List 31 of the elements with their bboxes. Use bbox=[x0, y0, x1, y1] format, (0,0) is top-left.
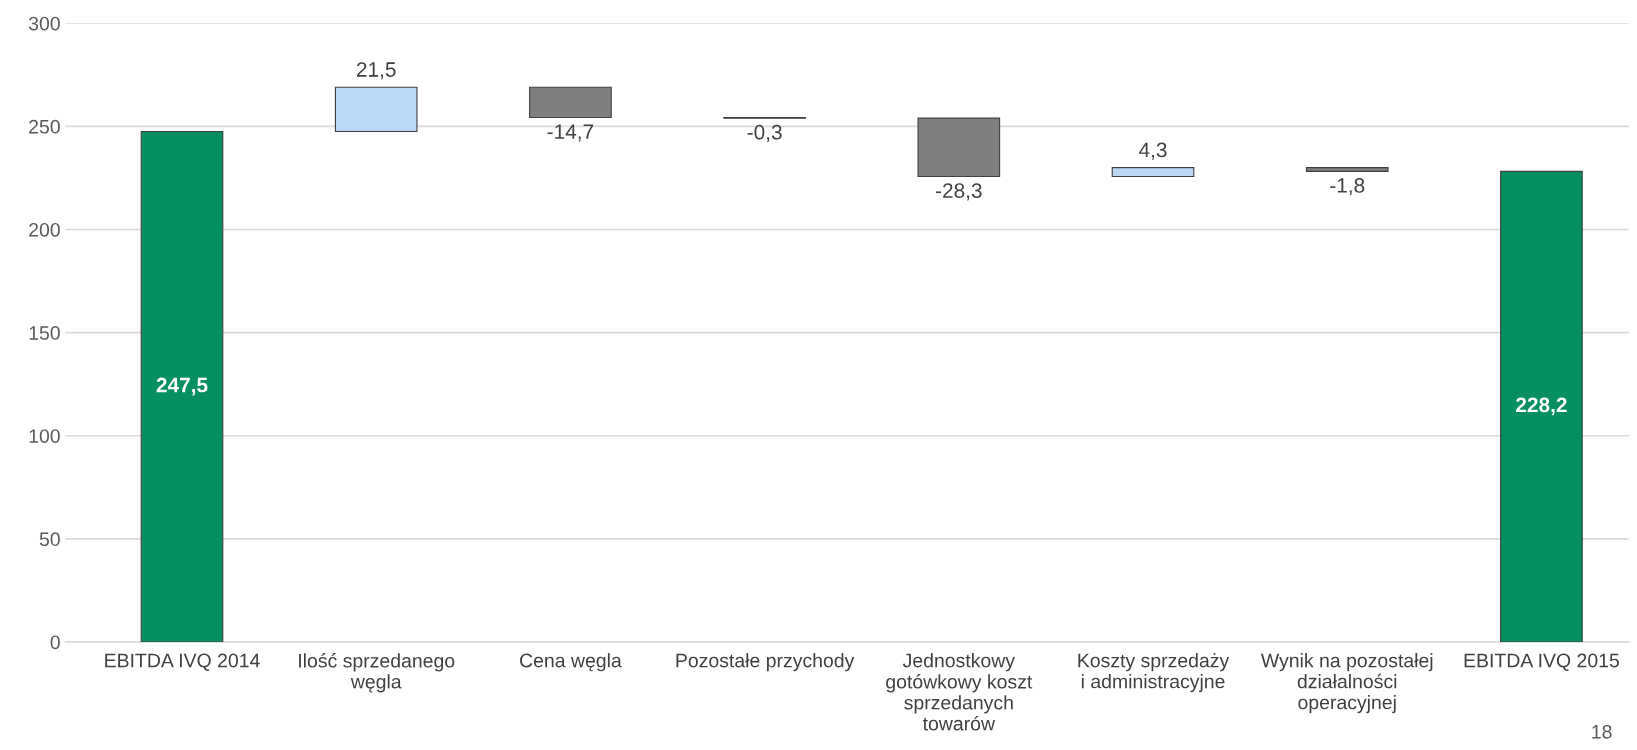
bar bbox=[917, 117, 1001, 178]
bar bbox=[140, 130, 224, 642]
x-tick-label: Koszty sprzedaży i administracyjne bbox=[1078, 653, 1230, 693]
data-label: -1,8 bbox=[1330, 178, 1365, 196]
bar bbox=[1305, 167, 1389, 172]
x-tick-label: Wynik na pozostałej działalności operacyjnej bbox=[1260, 653, 1433, 714]
y-tick-label: 0 bbox=[50, 635, 60, 650]
y-tick-label: 150 bbox=[29, 326, 60, 340]
y-tick-label: 100 bbox=[29, 429, 60, 443]
bar bbox=[334, 86, 418, 133]
data-label: -28,3 bbox=[936, 183, 982, 201]
x-tick-label: Pozostałe przychody bbox=[676, 653, 855, 672]
data-label: 228,2 bbox=[1516, 397, 1567, 416]
bar bbox=[529, 86, 612, 119]
x-tick-label: EBITDA IVQ 2014 bbox=[105, 653, 260, 671]
bar bbox=[1500, 170, 1583, 642]
x-tick-label: Jednostkowy gotówkowy koszt sprzedanych towarów bbox=[886, 653, 1033, 731]
data-label: 4,3 bbox=[1139, 142, 1167, 160]
bar bbox=[1111, 167, 1195, 178]
y-tick-label: 200 bbox=[29, 222, 60, 237]
x-tick-label: EBITDA IVQ 2015 bbox=[1464, 653, 1619, 671]
data-label: -14,7 bbox=[547, 124, 594, 142]
data-label: 247,5 bbox=[156, 377, 208, 396]
data-label: 21,5 bbox=[356, 62, 396, 80]
x-tick-label: Cena węgla bbox=[520, 653, 622, 672]
data-label: -0,3 bbox=[747, 124, 782, 143]
text: 18 bbox=[1592, 724, 1612, 739]
x-tick-label: Ilość sprzedanego węgla bbox=[299, 653, 455, 693]
y-tick-label: 300 bbox=[28, 16, 60, 31]
y-tick-label: 250 bbox=[29, 119, 60, 134]
y-tick-label: 50 bbox=[39, 532, 60, 547]
